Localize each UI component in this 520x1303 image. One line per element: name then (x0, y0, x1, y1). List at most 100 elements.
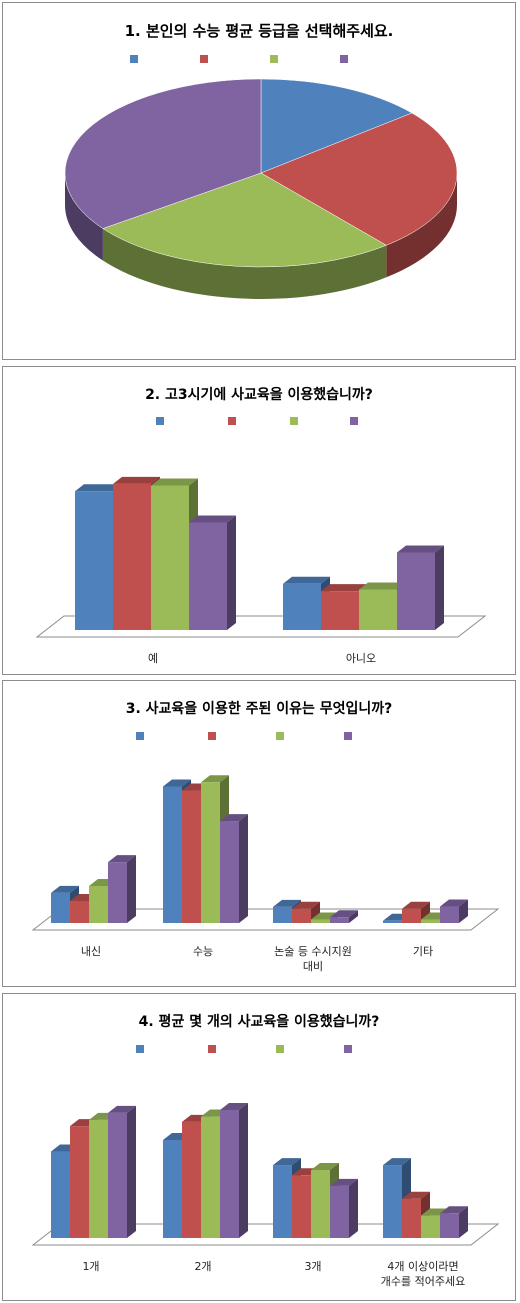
chart2-bars: 예 아니오 (35, 476, 487, 665)
category-label-line: 논술 등 수시지원 (274, 945, 352, 958)
bar (182, 1121, 201, 1238)
category-label-line: 3개 (304, 1260, 321, 1273)
bar-top (75, 484, 122, 492)
legend-swatch (200, 55, 208, 63)
bar-top (163, 779, 191, 787)
bar-top (201, 775, 229, 783)
bar (283, 583, 321, 630)
category-label-line: 수능 (193, 945, 213, 958)
bar (113, 483, 151, 630)
bar (189, 522, 227, 630)
bar (330, 1185, 349, 1238)
bar (421, 1215, 440, 1238)
category-label: 내신 (81, 945, 101, 958)
pie-slice (102, 172, 387, 268)
legend-swatch (208, 732, 216, 740)
legend-swatch (340, 55, 348, 63)
bar-top (440, 1206, 468, 1214)
bar (440, 906, 459, 923)
category-label-line: 기타 (413, 945, 433, 958)
bar (51, 1151, 70, 1238)
bar (402, 908, 421, 923)
chart1-panel: 1. 본인의 수능 평균 등급을 선택해주세요. (2, 2, 516, 360)
bar (359, 589, 397, 630)
bar-top (330, 1178, 358, 1186)
legend-swatch (208, 1045, 216, 1053)
bar (311, 919, 330, 923)
bar-top (402, 901, 430, 909)
category-label-line: 개수를 적어주세요 (381, 1275, 465, 1288)
bar (421, 919, 440, 923)
bar (151, 485, 189, 630)
bar-top (189, 515, 236, 523)
bar-top (51, 885, 79, 893)
legend-swatch (228, 417, 236, 425)
bar (220, 821, 239, 923)
bar-side (227, 515, 236, 630)
bar-side (349, 1178, 358, 1238)
category-label-line: 대비 (303, 960, 323, 973)
bar (70, 900, 89, 923)
category-label-line: 4개 이상이라면 (387, 1260, 458, 1273)
chart1-pie (64, 78, 458, 299)
legend-swatch (344, 1045, 352, 1053)
bar-side (127, 1105, 136, 1238)
bar (383, 920, 402, 923)
bar-top (220, 814, 248, 822)
legend-swatch (130, 55, 138, 63)
bar-side (239, 814, 248, 923)
bar-top (113, 476, 160, 484)
bar-top (292, 901, 320, 909)
bar-side (459, 1206, 468, 1238)
legend-swatch (136, 1045, 144, 1053)
bar (321, 591, 359, 630)
chart1-pie-svg: 1. 본인의 수능 평균 등급을 선택해주세요. (64, 22, 458, 299)
bar-top (402, 1191, 430, 1199)
pie-slice (64, 78, 262, 229)
category-label: 수능 (193, 945, 213, 958)
bar-side (349, 910, 358, 923)
category-label: 예 (148, 652, 158, 665)
bar-top (397, 545, 444, 553)
bar (201, 1116, 220, 1238)
bar-top (273, 1158, 301, 1166)
pie-slice (260, 112, 458, 246)
bar (292, 908, 311, 923)
bar-top (359, 582, 406, 590)
legend-swatch (270, 55, 278, 63)
bar-side (435, 545, 444, 630)
legend-swatch (290, 417, 298, 425)
bar (440, 1213, 459, 1238)
chart4-title: 4. 평균 몇 개의 사교육을 이용했습니까? (139, 1013, 380, 1030)
bar (397, 552, 435, 630)
bar-top (108, 1105, 136, 1113)
legend-swatch (344, 732, 352, 740)
bar (273, 906, 292, 923)
bar-side (459, 899, 468, 923)
pie-slice-side (386, 173, 457, 278)
bar (402, 1198, 421, 1238)
category-label-line: 2개 (194, 1260, 211, 1273)
bar-top (321, 584, 368, 592)
chart2-legend (156, 417, 358, 425)
bar (89, 886, 108, 923)
legend-swatch (276, 1045, 284, 1053)
bar-top (283, 576, 330, 584)
bar-side (127, 855, 136, 923)
bar-top (330, 910, 358, 918)
chart2-panel: 2. 고3시기에 사교육을 이용했습니까? 예 아니오 (2, 366, 516, 675)
bar (273, 1165, 292, 1238)
category-label: 1개 (82, 1260, 99, 1273)
bar-top (220, 1102, 248, 1110)
bar (108, 1112, 127, 1238)
bar (163, 786, 182, 923)
legend-swatch (136, 732, 144, 740)
pie-slice-side (102, 228, 387, 299)
chart4-legend (136, 1045, 352, 1053)
chart3-legend (136, 732, 352, 740)
